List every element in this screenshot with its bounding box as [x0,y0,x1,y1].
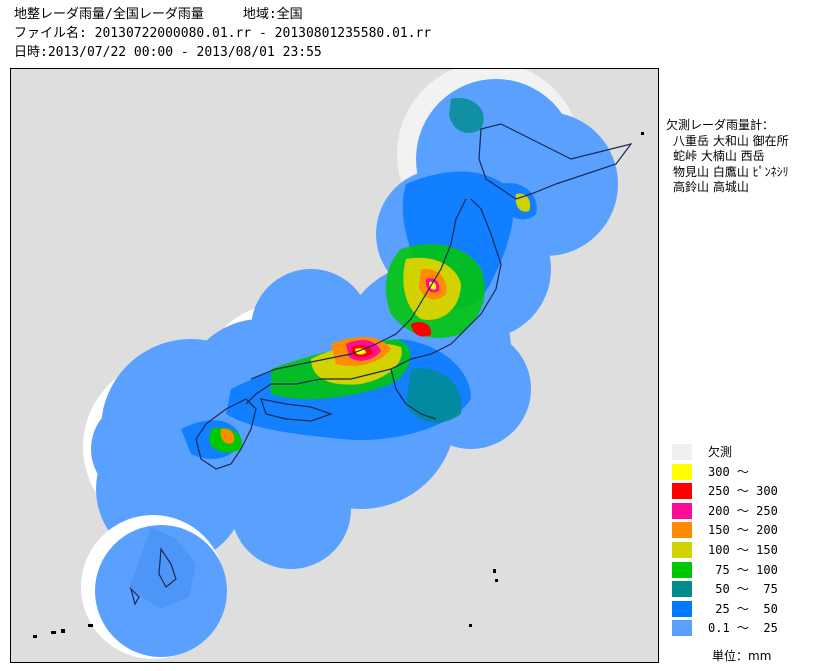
remote-islands [33,132,644,638]
legend-swatch [672,444,692,460]
missing-radar-row-3: 物見山 白鷹山 ﾋﾟﾝﾈｼﾘ [673,164,789,179]
coverage-light-blue [91,79,618,569]
legend-unit: 単位：mm [712,649,772,663]
legend-swatch [672,463,692,480]
legend-swatch [672,483,692,500]
legend-item: 200 ～ 250 [672,502,778,519]
radar-coverage-map [33,69,644,659]
map-title: 地整レーダ雨量/全国レーダ雨量 地域:全国 [14,7,303,22]
legend-item: 欠測 [672,444,732,460]
legend-item: 50 ～ 75 [672,581,778,598]
legend-swatch [672,581,692,598]
legend-item: 75 ～ 100 [672,561,778,578]
legend-swatch [672,542,692,558]
missing-radar-row-4: 高鈴山 高城山 [673,180,749,194]
missing-radar-panel: 欠測レーダ雨量計： 八重岳 大和山 御在所 蛇峠 大楠山 西岳 物見山 白鷹山 … [666,118,789,196]
legend-item: 300 ～ [672,463,749,480]
date-range: 日時:2013/07/22 00:00 - 2013/08/01 23:55 [14,45,322,60]
legend-label: 100 ～ 150 [708,543,778,557]
legend-swatch [672,600,692,617]
coastline [129,123,633,606]
file-range: ファイル名: 20130722000080.01.rr - 2013080123… [14,26,432,41]
legend-label: 150 ～ 200 [708,523,778,538]
legend-label: 75 ～ 100 [708,562,778,577]
legend-label: 欠測 [708,445,733,459]
rainfall-map [10,68,659,663]
legend-label: 50 ～ 75 [708,582,778,597]
legend-swatch [672,522,692,539]
legend-label: 250 ～ 300 [708,484,778,499]
legend-label: 200 ～ 250 [708,503,778,518]
missing-radar-row-2: 蛇峠 大楠山 西岳 [673,149,765,163]
legend-item: 25 ～ 50 [672,600,778,617]
legend-swatch [672,502,692,519]
legend-swatch [672,620,692,637]
legend-item: 250 ～ 300 [672,483,778,500]
legend-swatch [672,561,692,578]
missing-radar-label: 欠測レーダ雨量計： [666,118,775,132]
legend-label: 0.1 ～ 25 [708,621,778,636]
legend-label: 300 ～ [708,464,749,479]
legend-item: 150 ～ 200 [672,522,778,539]
legend-item: 0.1 ～ 25 [672,620,778,637]
coverage-okinawa [81,515,227,659]
legend-item: 100 ～ 150 [672,542,778,558]
legend-label: 25 ～ 50 [708,601,778,616]
missing-radar-row-1: 八重岳 大和山 御在所 [673,133,789,148]
